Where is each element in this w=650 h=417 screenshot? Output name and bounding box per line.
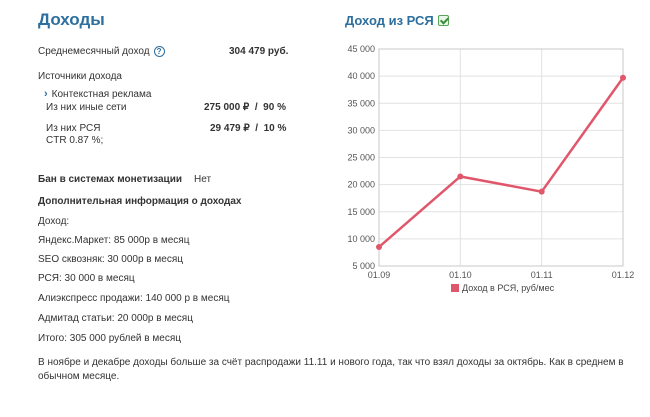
other-networks-value: 275 000 ₽ / 90 % xyxy=(204,102,286,113)
data-point xyxy=(457,173,464,180)
chevron-right-icon[interactable]: › xyxy=(44,88,48,100)
data-point xyxy=(538,188,545,195)
y-tick-label: 5 000 xyxy=(352,261,375,271)
sources-label: Источники дохода xyxy=(38,71,122,82)
income-note: В ноябре и декабре доходы больше за счёт… xyxy=(38,357,624,382)
avg-income-label: Среднемесячный доход xyxy=(38,46,150,58)
other-networks-label: Из них иные сети xyxy=(46,102,127,113)
additional-info-heading: Дополнительная информация о доходах xyxy=(38,196,242,207)
chart-title-text: Доход из РСЯ xyxy=(345,13,434,28)
y-tick-label: 20 000 xyxy=(347,180,375,190)
y-tick-label: 10 000 xyxy=(347,234,375,244)
help-icon[interactable]: ? xyxy=(153,46,165,57)
additional-line: Итого: 305 000 рублей в месяц xyxy=(38,333,181,344)
y-tick-label: 25 000 xyxy=(347,153,375,163)
additional-line: Адмитад статьи: 20 000р в месяц xyxy=(38,313,193,324)
x-tick-label: 01.12 xyxy=(612,270,635,280)
ban-value: Нет xyxy=(194,174,212,185)
legend-label: Доход в РСЯ, руб/мес xyxy=(462,283,555,293)
x-tick-label: 01.09 xyxy=(368,270,391,280)
checkbox-icon[interactable] xyxy=(437,15,449,26)
y-tick-label: 40 000 xyxy=(347,71,375,81)
ctr-value: CTR 0.87 %; xyxy=(46,135,104,146)
additional-line: РСЯ: 30 000 в месяц xyxy=(38,273,135,284)
additional-line: SEO сквозняк: 30 000р в месяц xyxy=(38,254,183,265)
context-ads-item[interactable]: › Контекстная реклама xyxy=(44,88,151,100)
data-point xyxy=(376,244,382,251)
avg-income-row: Среднемесячный доход? xyxy=(38,46,165,57)
page-title: Доходы xyxy=(38,10,105,29)
y-tick-label: 45 000 xyxy=(347,44,375,54)
legend-swatch xyxy=(451,284,459,292)
additional-line: Алиэкспресс продажи: 140 000 р в месяц xyxy=(38,293,230,304)
avg-income-value: 304 479 руб. xyxy=(229,46,289,57)
additional-line: Яндекс.Маркет: 85 000р в месяц xyxy=(38,235,190,246)
rsya-value: 29 479 ₽ / 10 % xyxy=(210,123,287,134)
y-tick-label: 30 000 xyxy=(347,125,375,135)
context-ads-label: Контекстная реклама xyxy=(51,89,152,100)
additional-line: Доход: xyxy=(38,216,70,227)
x-tick-label: 01.11 xyxy=(531,270,553,280)
x-tick-label: 01.10 xyxy=(449,270,472,280)
chart-title: Доход из РСЯ xyxy=(345,13,449,28)
y-tick-label: 15 000 xyxy=(347,207,375,217)
data-point xyxy=(620,74,626,81)
plot-frame xyxy=(378,48,624,267)
rsya-label: Из них РСЯ xyxy=(46,123,101,134)
ban-label: Бан в системах монетизации xyxy=(38,174,182,185)
y-tick-label: 35 000 xyxy=(347,98,375,108)
series-line xyxy=(378,77,625,248)
